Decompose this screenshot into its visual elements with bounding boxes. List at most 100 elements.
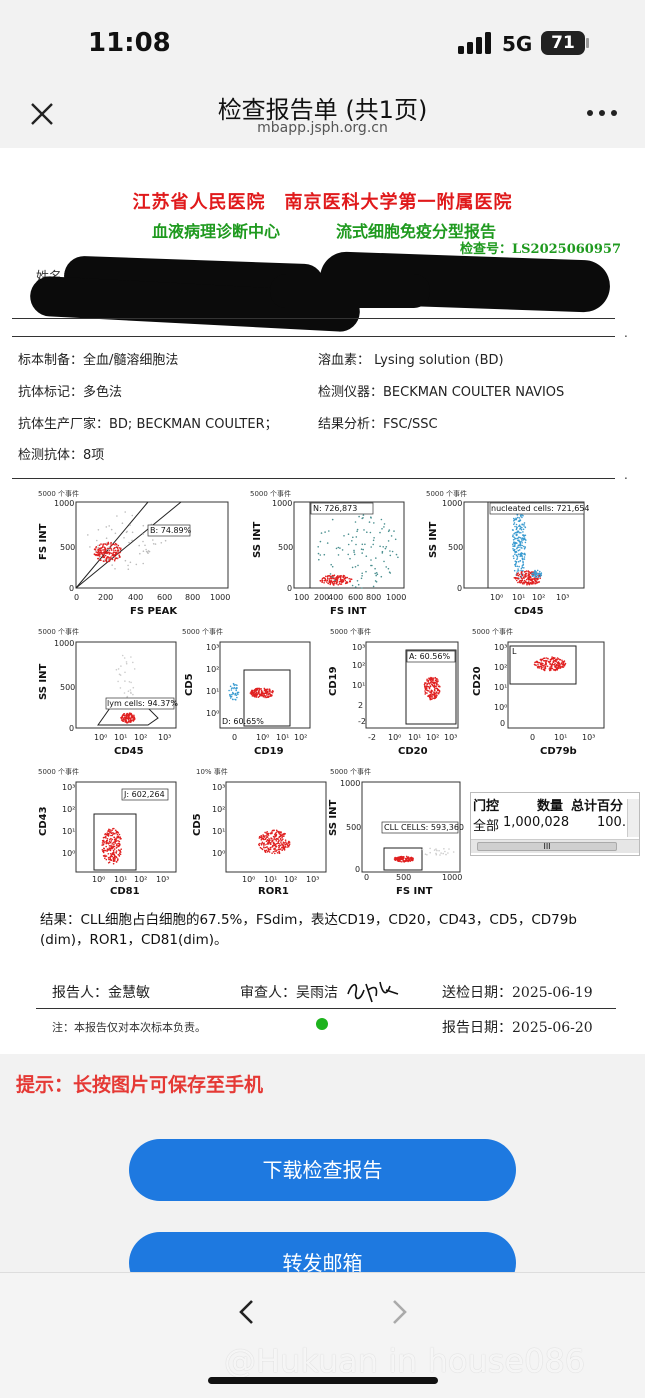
report-image[interactable]: 江苏省人民医院 南京医科大学第一附属医院 血液病理诊断中心 流式细胞免疫分型报告… xyxy=(0,148,645,1054)
svg-text:0: 0 xyxy=(69,584,74,593)
close-icon[interactable] xyxy=(26,98,58,130)
divider xyxy=(12,318,615,319)
save-hint: 提示：长按图片可保存至手机 xyxy=(16,1074,264,1096)
back-arrow-icon[interactable] xyxy=(232,1297,262,1327)
svg-text:1000: 1000 xyxy=(210,593,230,602)
specimen-field: 标本制备：全血/髓溶细胞法 xyxy=(18,353,179,368)
stats-cell-count: 1,000,028 xyxy=(503,815,570,830)
reporter: 报告人：金慧敏 xyxy=(52,985,150,1001)
svg-text:10⁰: 10⁰ xyxy=(256,733,269,742)
gate-label: D: 60.65% xyxy=(222,717,264,726)
svg-text:10⁰: 10⁰ xyxy=(94,733,107,742)
lysing-field: 溶血素： Lysing solution (BD) xyxy=(318,353,504,368)
svg-text:10²: 10² xyxy=(426,733,439,742)
svg-text:0: 0 xyxy=(287,584,292,593)
send-date: 送检日期：2025-06-19 xyxy=(442,985,593,1001)
svg-text:10²: 10² xyxy=(212,805,225,814)
more-icon[interactable] xyxy=(586,106,618,120)
stats-header-gate: 门控 xyxy=(473,799,500,814)
events-label: 5000 个事件 xyxy=(250,490,291,498)
reviewer: 审查人：吴雨洁 xyxy=(240,985,338,1001)
y-axis-label: CD5 xyxy=(184,673,195,696)
svg-text:10¹: 10¹ xyxy=(62,827,75,836)
scatter-plot-5: 5000 个事件 10³ 10² 10¹ 10⁰ 0 10⁰ 10¹ 10² D: 60.6… xyxy=(182,627,311,757)
y-axis-label: CD19 xyxy=(328,666,339,696)
plot-ssint-fsint-cll: 5000 个事件 1000 500 0 0 500 1000 CLL CELLS: 59… xyxy=(326,766,470,898)
battery-tip xyxy=(586,38,589,48)
download-report-button[interactable]: 下载检查报告 xyxy=(129,1139,516,1201)
svg-text:2: 2 xyxy=(358,701,363,710)
y-axis-label: SS INT xyxy=(428,521,439,558)
x-axis-label: FS PEAK xyxy=(130,606,178,617)
svg-text:800: 800 xyxy=(185,593,200,602)
plot-ssint-cd45: 5000 个事件 1000 500 0 10⁰ 10¹ 10² 10³ nucleated… xyxy=(424,490,594,620)
svg-text:0: 0 xyxy=(355,865,360,874)
svg-text:10³: 10³ xyxy=(352,643,365,652)
hospital-name: 江苏省人民医院 南京医科大学第一附属医院 xyxy=(132,192,513,213)
svg-text:10¹: 10¹ xyxy=(408,733,421,742)
x-axis-label: CD19 xyxy=(254,746,284,757)
svg-text:10⁰: 10⁰ xyxy=(490,593,503,602)
page-url: mbapp.jsph.org.cn xyxy=(257,120,388,136)
svg-text:0: 0 xyxy=(530,733,535,742)
instrument-field: 检测仪器：BECKMAN COULTER NAVIOS xyxy=(318,385,565,400)
plot-cd20-cd79b: 5000 个事件 10³ 10² 10¹ 10⁰ 0 0 10¹ 10³ L CD79b C… xyxy=(466,626,611,758)
svg-text:10⁰: 10⁰ xyxy=(206,709,219,718)
result-text: 结果：CLL细胞占白细胞的67.5%，FSdim，表达CD19，CD20，CD4… xyxy=(40,912,577,948)
plot-ssint-fsint: 5000 个事件 1000 500 0 100 200 400 600 800 1000 N:… xyxy=(248,490,418,620)
svg-text:10¹: 10¹ xyxy=(512,593,525,602)
svg-text:10³: 10³ xyxy=(62,783,75,792)
svg-text:10¹: 10¹ xyxy=(114,875,127,884)
scatter-plot-10: 5000 个事件 1000 500 0 0 500 1000 CLL CELLS: 59… xyxy=(328,767,464,897)
x-axis-label: CD79b xyxy=(540,746,577,757)
y-axis-label: CD5 xyxy=(192,813,203,836)
svg-text:0: 0 xyxy=(500,719,505,728)
svg-text:10²: 10² xyxy=(494,663,507,672)
events-label: 10% 事件 xyxy=(196,767,228,776)
events-label: 5000 个事件 xyxy=(330,627,371,636)
svg-text:10¹: 10¹ xyxy=(494,683,507,692)
plot-cd5-cd19: 5000 个事件 10³ 10² 10¹ 10⁰ 0 10⁰ 10¹ 10² D: 60.6… xyxy=(180,626,320,758)
scatter-plot-3: 5000 个事件 1000 500 0 10⁰ 10¹ 10² 10³ nucleated… xyxy=(426,490,590,617)
stats-vertical-scrollbar xyxy=(627,799,639,837)
report-date: 报告日期：2025-06-20 xyxy=(442,1020,593,1036)
svg-text:10²: 10² xyxy=(532,593,545,602)
svg-text:10³: 10³ xyxy=(494,643,507,652)
page-title: 检查报告单 (共1页) xyxy=(217,96,428,124)
antibody-count-field: 检测抗体：8项 xyxy=(18,448,105,463)
scatter-plot-7: 5000 个事件 10³ 10² 10¹ 10⁰ 0 0 10¹ 10³ L CD79b C… xyxy=(472,627,605,757)
manufacturer-field: 抗体生产厂家：BD; BECKMAN COULTER； xyxy=(18,417,278,432)
scatter-plot-4: 5000 个事件 1000 500 0 10⁰ 10¹ 10² 10³ lym cells… xyxy=(38,627,178,757)
svg-text:200: 200 xyxy=(314,593,329,602)
network-label: 5G xyxy=(502,32,533,56)
svg-text:10²: 10² xyxy=(134,733,147,742)
x-axis-label: FS INT xyxy=(330,606,367,617)
status-time: 11:08 xyxy=(88,28,171,58)
svg-text:0: 0 xyxy=(457,584,462,593)
events-label: 5000 个事件 xyxy=(426,490,467,498)
status-dot xyxy=(316,1018,328,1030)
svg-text:500: 500 xyxy=(396,873,411,882)
divider xyxy=(12,336,615,337)
plot-cd5-ror1: 10% 事件 10³ 10² 10¹ 10⁰ 10⁰ 10¹ 10² 10³ ROR1 CD… xyxy=(190,766,330,898)
svg-text:10¹: 10¹ xyxy=(264,875,277,884)
svg-text:1000: 1000 xyxy=(272,499,292,508)
y-axis-label: SS INT xyxy=(38,663,49,700)
svg-text:0: 0 xyxy=(232,733,237,742)
events-label: 5000 个事件 xyxy=(38,627,79,636)
svg-text:-2: -2 xyxy=(368,733,376,742)
svg-text:200: 200 xyxy=(98,593,113,602)
svg-text:800: 800 xyxy=(366,593,381,602)
y-axis-label: SS INT xyxy=(252,521,263,558)
scatter-plot-6: 5000 个事件 10³ 10² 10¹ 2 -2 -2 10⁰ 10¹ 10² 10³ A: … xyxy=(328,627,459,757)
stats-cell-gate: 全部 xyxy=(473,819,500,834)
svg-text:10³: 10³ xyxy=(556,593,569,602)
gate-label: lym cells: 94.37% xyxy=(107,699,178,708)
svg-text:10³: 10³ xyxy=(156,875,169,884)
svg-text:600: 600 xyxy=(157,593,172,602)
y-axis-label: FS INT xyxy=(38,523,49,560)
svg-text:10¹: 10¹ xyxy=(114,733,127,742)
forward-arrow-icon[interactable] xyxy=(384,1297,414,1327)
home-indicator xyxy=(208,1377,438,1384)
svg-text:10³: 10³ xyxy=(212,783,225,792)
